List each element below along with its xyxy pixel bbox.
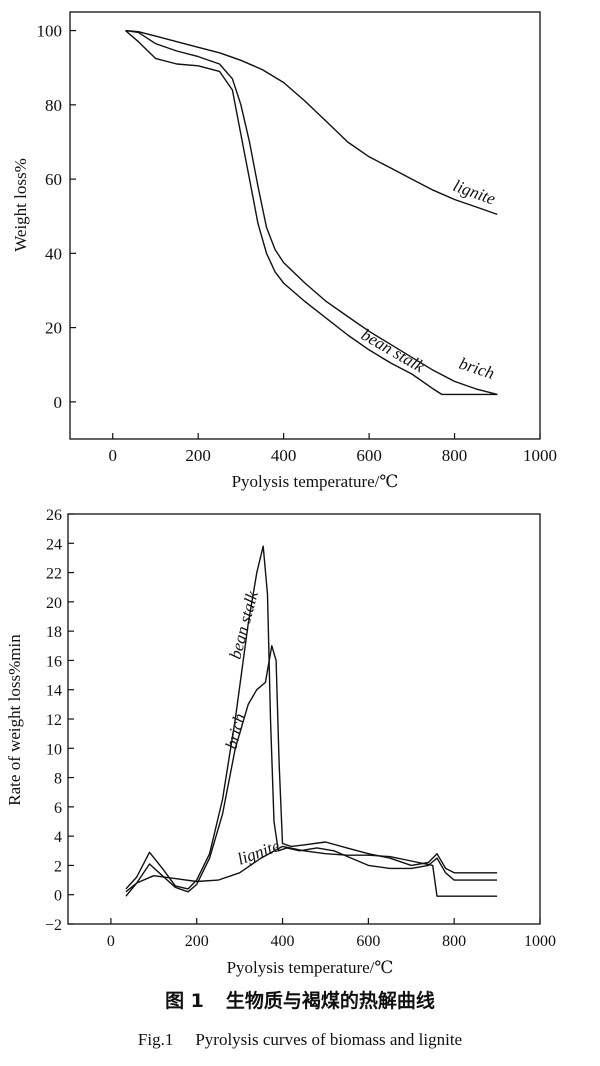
y-tick-label: 40 xyxy=(45,244,62,263)
plot-frame xyxy=(67,513,541,925)
x-tick-label: 600 xyxy=(356,933,380,950)
y-axis-title: Weight loss% xyxy=(11,158,30,252)
series-label-lignite: lignite xyxy=(451,176,499,209)
figure-number-en: Fig.1 xyxy=(137,1030,174,1049)
y-tick-label: 16 xyxy=(46,653,62,670)
figure-title-en: Pyrolysis curves of biomass and lignite xyxy=(195,1030,463,1049)
x-tick-label: 400 xyxy=(271,933,295,950)
series-line-brich xyxy=(125,645,498,893)
x-tick-label: 1000 xyxy=(524,933,556,950)
figure-caption-english: Fig.1 Pyrolysis curves of biomass and lig… xyxy=(0,1030,600,1050)
weight-loss-chart: 0 200 400 600 800 1000 0 20 40 60 80 100 lignite b… xyxy=(11,11,557,491)
y-tick-label: 0 xyxy=(54,888,62,905)
y-tick-label: 20 xyxy=(46,595,62,612)
x-axis: 0 200 400 600 800 1000 xyxy=(107,918,556,950)
plot-frame xyxy=(69,11,541,440)
rate-of-weight-loss-chart: 0 200 400 600 800 1000 −202468101214161820222… xyxy=(5,507,556,977)
y-tick-label: 60 xyxy=(45,170,62,189)
x-tick-label: 200 xyxy=(185,933,209,950)
y-tick-label: 2 xyxy=(54,858,62,875)
y-tick-label: 8 xyxy=(54,771,62,788)
x-tick-label: 0 xyxy=(108,446,117,465)
series-line-brich xyxy=(125,29,498,396)
series-lines xyxy=(125,29,498,396)
y-tick-label: 12 xyxy=(46,712,62,729)
x-axis: 0 200 400 600 800 1000 xyxy=(108,433,557,465)
series-line-lignite xyxy=(125,845,498,897)
x-tick-label: 200 xyxy=(185,446,211,465)
y-tick-label: 14 xyxy=(46,683,62,700)
series-line-bean-stalk xyxy=(125,30,498,396)
figure-number-cn: 图 1 xyxy=(165,990,204,1012)
y-axis-title: Rate of weight loss%min xyxy=(5,634,24,806)
y-tick-label: 18 xyxy=(46,624,62,641)
x-axis-title: Pyolysis temperature/℃ xyxy=(227,958,394,977)
x-tick-label: 800 xyxy=(442,933,466,950)
x-tick-label: 800 xyxy=(442,446,468,465)
series-line-bean-stalk xyxy=(125,545,498,890)
series-lines xyxy=(125,545,498,897)
x-tick-label: 400 xyxy=(271,446,297,465)
figure-caption-chinese: 图 1 生物质与褐煤的热解曲线 xyxy=(0,986,600,1013)
y-tick-label: 100 xyxy=(37,22,63,41)
y-tick-label: 0 xyxy=(54,393,63,412)
y-tick-label: 26 xyxy=(46,507,62,524)
series-label-brich: brich xyxy=(457,354,497,383)
x-tick-label: 600 xyxy=(356,446,382,465)
y-tick-label: 80 xyxy=(45,96,62,115)
series-label-brich: brich xyxy=(222,711,250,751)
series-label-bean-stalk: bean stalk xyxy=(358,325,428,376)
series-label-lignite: lignite xyxy=(235,836,283,869)
y-axis: 0 20 40 60 80 100 xyxy=(37,22,76,412)
x-tick-label: 1000 xyxy=(523,446,557,465)
x-tick-label: 0 xyxy=(107,933,115,950)
y-tick-label: 6 xyxy=(54,800,62,817)
y-tick-label: 4 xyxy=(54,829,62,846)
y-tick-label: −2 xyxy=(45,917,62,934)
y-tick-label: 22 xyxy=(46,566,62,583)
x-axis-title: Pyolysis temperature/℃ xyxy=(232,472,399,491)
y-tick-label: 24 xyxy=(46,536,62,553)
series-label-bean-stalk: bean stalk xyxy=(226,589,262,661)
y-tick-label: 10 xyxy=(46,741,62,758)
y-tick-label: 20 xyxy=(45,319,62,338)
series-line-lignite xyxy=(125,29,498,216)
figure-title-cn: 生物质与褐煤的热解曲线 xyxy=(225,990,435,1012)
